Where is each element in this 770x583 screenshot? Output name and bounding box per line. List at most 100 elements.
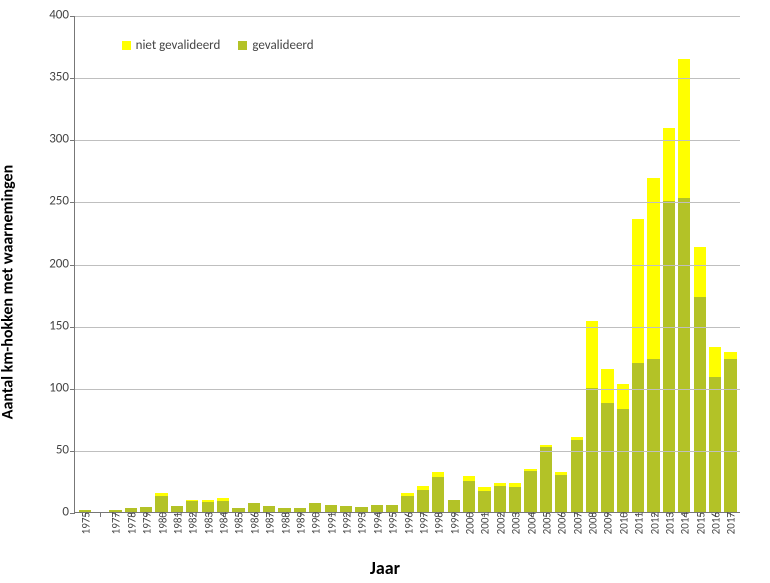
- ytick-label: 150: [49, 318, 75, 333]
- xtick-label: 2015: [692, 512, 707, 534]
- xtick-label: 1994: [369, 512, 384, 534]
- bar-segment-niet_gevalideerd: [647, 178, 659, 359]
- bar-segment-gevalideerd: [155, 496, 167, 512]
- bar-segment-gevalideerd: [202, 502, 214, 512]
- xtick-mark: [100, 512, 101, 517]
- bar: [540, 445, 552, 512]
- xtick-label: 1997: [415, 512, 430, 534]
- bar: [155, 493, 167, 512]
- bar-segment-gevalideerd: [524, 471, 536, 512]
- xtick-label: 2004: [523, 512, 538, 534]
- bar-segment-gevalideerd: [217, 501, 229, 512]
- xtick-label: 1987: [262, 512, 277, 534]
- bar: [494, 483, 506, 512]
- bar-segment-gevalideerd: [678, 198, 690, 512]
- xtick-label: 1999: [446, 512, 461, 534]
- xtick-label: 2008: [585, 512, 600, 534]
- bar-segment-niet_gevalideerd: [617, 384, 629, 409]
- bar: [647, 178, 659, 512]
- xtick-label: 2017: [723, 512, 738, 534]
- bar: [632, 219, 644, 512]
- xtick-label: 1998: [431, 512, 446, 534]
- xtick-label: 2005: [538, 512, 553, 534]
- ytick-label: 300: [49, 132, 75, 147]
- xtick-label: 2014: [677, 512, 692, 534]
- xtick-label: 1985: [231, 512, 246, 534]
- xtick-label: 1981: [169, 512, 184, 534]
- xtick-label: 2001: [477, 512, 492, 534]
- bar: [694, 247, 706, 512]
- bar-segment-niet_gevalideerd: [586, 321, 598, 388]
- ytick-label: 400: [49, 8, 75, 23]
- bar: [524, 469, 536, 512]
- bar: [202, 500, 214, 512]
- bar-segment-gevalideerd: [694, 297, 706, 512]
- bar-segment-gevalideerd: [386, 505, 398, 512]
- bar-segment-gevalideerd: [463, 481, 475, 512]
- plot-area: niet gevalideerdgevalideerd 197519771978…: [74, 16, 740, 513]
- bar-segment-gevalideerd: [617, 409, 629, 512]
- bar-segment-gevalideerd: [478, 491, 490, 512]
- bar-segment-gevalideerd: [248, 503, 260, 512]
- xtick-label: 1977: [108, 512, 123, 534]
- ytick-label: 350: [49, 70, 75, 85]
- bar: [663, 128, 675, 512]
- bar: [509, 483, 521, 512]
- xtick-label: 1986: [246, 512, 261, 534]
- gridline: [75, 140, 740, 141]
- xtick-label: 1992: [339, 512, 354, 534]
- gridline: [75, 16, 740, 17]
- xtick-label: 1982: [185, 512, 200, 534]
- bar-segment-niet_gevalideerd: [632, 219, 644, 363]
- xtick-label: 1989: [292, 512, 307, 534]
- bar-segment-gevalideerd: [509, 487, 521, 512]
- bar: [571, 437, 583, 512]
- xtick-label: 2010: [615, 512, 630, 534]
- bar: [463, 476, 475, 512]
- xtick-label: 2002: [492, 512, 507, 534]
- bar: [601, 369, 613, 512]
- xtick-label: 1975: [77, 512, 92, 534]
- bar: [678, 59, 690, 513]
- gridline: [75, 451, 740, 452]
- bar-segment-gevalideerd: [325, 505, 337, 512]
- bar: [325, 505, 337, 512]
- bar-segment-gevalideerd: [709, 377, 721, 512]
- bar: [186, 500, 198, 512]
- y-axis-title: Aantal km-hokken met waarnemingen: [0, 164, 18, 418]
- ytick-label: 100: [49, 380, 75, 395]
- bar-segment-gevalideerd: [186, 501, 198, 512]
- bar: [401, 493, 413, 512]
- x-axis-title: Jaar: [0, 557, 770, 579]
- xtick-label: 1993: [354, 512, 369, 534]
- bar-segment-niet_gevalideerd: [724, 352, 736, 359]
- xtick-label: 2011: [631, 512, 646, 534]
- bar-segment-niet_gevalideerd: [709, 347, 721, 377]
- gridline: [75, 389, 740, 390]
- bar: [617, 384, 629, 512]
- bar-segment-niet_gevalideerd: [678, 59, 690, 198]
- gridline: [75, 327, 740, 328]
- bar: [248, 503, 260, 512]
- gridline: [75, 78, 740, 79]
- bar: [448, 500, 460, 512]
- xtick-label: 1996: [400, 512, 415, 534]
- bar: [478, 487, 490, 512]
- xtick-label: 2013: [661, 512, 676, 534]
- bar: [586, 321, 598, 512]
- chart-container: Aantal km-hokken met waarnemingen Jaar n…: [0, 0, 770, 583]
- bar-segment-gevalideerd: [371, 505, 383, 512]
- bar-segment-gevalideerd: [663, 201, 675, 512]
- bar-segment-niet_gevalideerd: [601, 369, 613, 403]
- bar: [709, 347, 721, 512]
- bar-segment-gevalideerd: [448, 500, 460, 512]
- xtick-label: 1990: [308, 512, 323, 534]
- xtick-label: 2006: [554, 512, 569, 534]
- xtick-label: 1983: [200, 512, 215, 534]
- xtick-label: 1978: [123, 512, 138, 534]
- bar-segment-niet_gevalideerd: [663, 128, 675, 201]
- bar-segment-niet_gevalideerd: [694, 247, 706, 297]
- bar-segment-gevalideerd: [647, 359, 659, 512]
- xtick-label: 1988: [277, 512, 292, 534]
- bar: [371, 505, 383, 512]
